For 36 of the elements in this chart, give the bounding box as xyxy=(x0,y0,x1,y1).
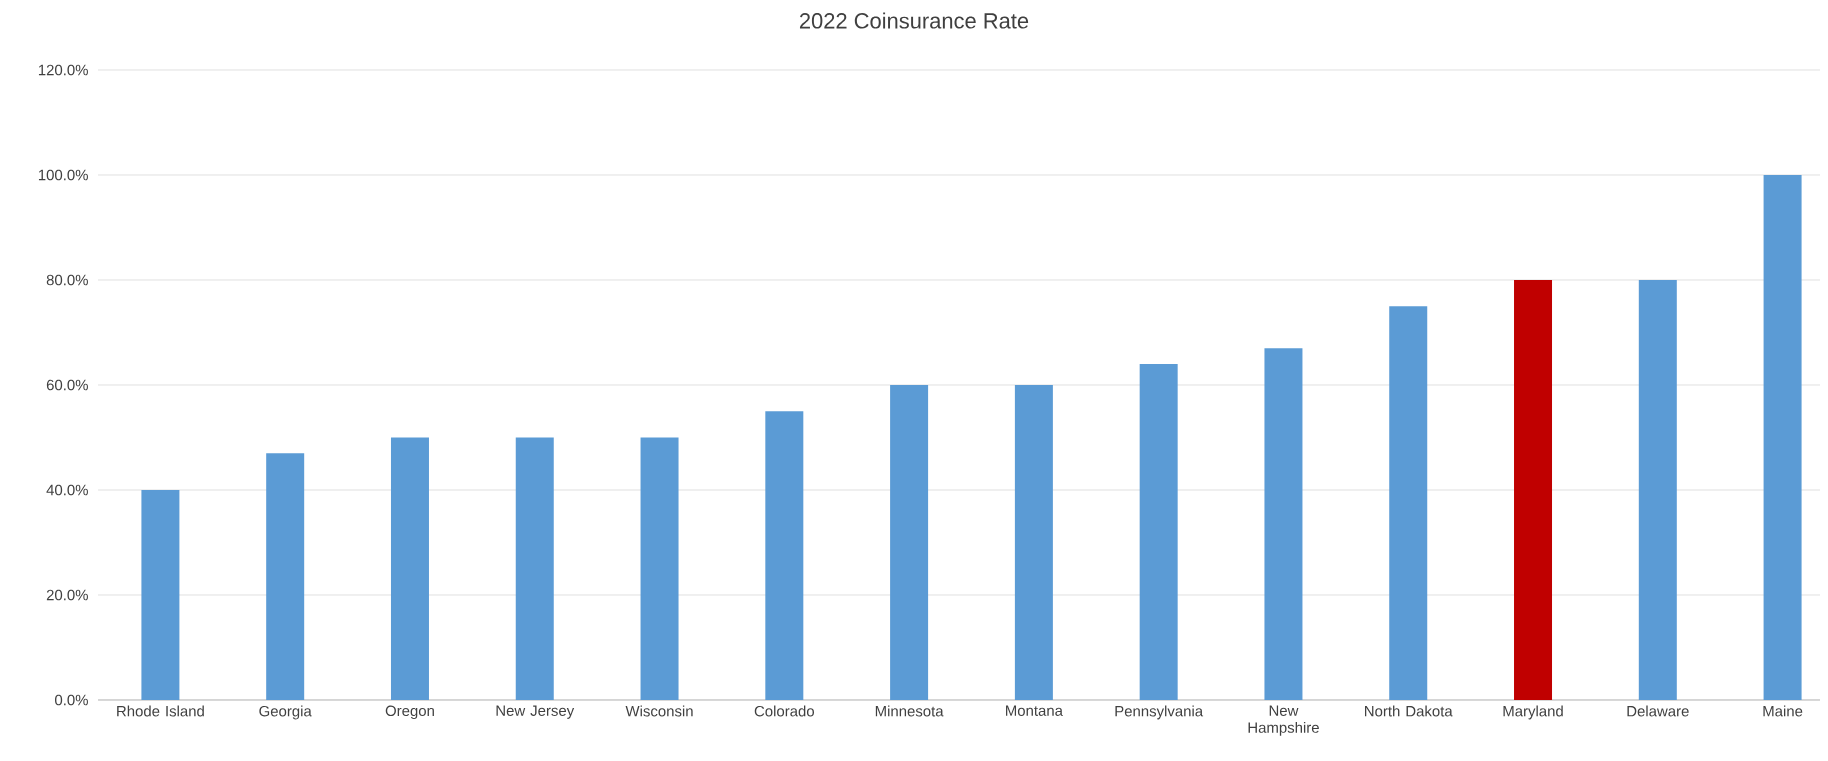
bar xyxy=(890,384,929,700)
y-tick-label: 0.0% xyxy=(55,694,88,706)
y-tick-label: 20.0% xyxy=(46,589,88,601)
x-tick-label: Minnesota xyxy=(875,705,944,717)
x-tick-label: Montana xyxy=(1006,705,1063,716)
bar xyxy=(1389,306,1428,700)
x-tick-label: Wisconsin xyxy=(625,705,693,717)
y-tick-label: 80.0% xyxy=(46,274,88,286)
x-tick-label: Colorado xyxy=(754,705,815,717)
bar xyxy=(141,489,180,700)
x-tick-label: Oregon xyxy=(385,705,434,720)
bar xyxy=(1514,279,1553,700)
x-tick-label: Pennsylvania xyxy=(1115,705,1204,720)
x-tick-label: New Jersey xyxy=(496,705,575,719)
y-tick-label: 120.0% xyxy=(38,64,88,76)
bar xyxy=(1264,348,1303,700)
bar xyxy=(765,411,804,700)
x-tick-label: New Hampshire xyxy=(1248,705,1319,736)
x-tick-label: Maine xyxy=(1763,705,1803,717)
bar xyxy=(266,453,305,700)
bar xyxy=(390,437,429,700)
x-tick-label: Maryland xyxy=(1503,705,1563,720)
bar xyxy=(515,437,554,700)
chart-title: 2022 Coinsurance Rate xyxy=(799,12,1029,29)
bar xyxy=(1763,174,1802,700)
x-tick-label: Rhode Island xyxy=(117,705,204,717)
bar xyxy=(640,437,679,700)
bar xyxy=(1139,363,1178,700)
y-tick-label: 40.0% xyxy=(46,484,88,496)
x-tick-label: North Dakota xyxy=(1365,705,1453,717)
bar xyxy=(1638,279,1677,700)
bar xyxy=(1014,384,1053,700)
x-tick-label: Delaware xyxy=(1627,705,1689,717)
x-tick-label: Georgia xyxy=(259,705,312,720)
y-tick-label: 100.0% xyxy=(38,169,88,181)
y-tick-label: 60.0% xyxy=(46,379,88,391)
